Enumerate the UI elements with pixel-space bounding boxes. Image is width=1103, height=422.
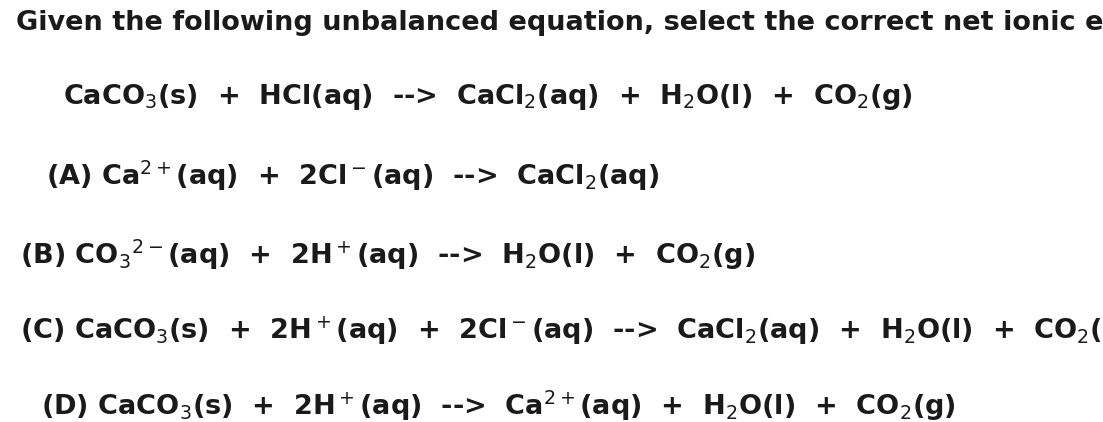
Text: (C) CaCO$_3$(s)  +  2H$^+$(aq)  +  2Cl$^-$(aq)  -->  CaCl$_2$(aq)  +  H$_2$O(l) : (C) CaCO$_3$(s) + 2H$^+$(aq) + 2Cl$^-$(a…: [20, 315, 1103, 347]
Text: (A) Ca$^{2+}$(aq)  +  2Cl$^-$(aq)  -->  CaCl$_2$(aq): (A) Ca$^{2+}$(aq) + 2Cl$^-$(aq) --> CaCl…: [45, 159, 658, 193]
Text: CaCO$_3$(s)  +  HCl(aq)  -->  CaCl$_2$(aq)  +  H$_2$O(l)  +  CO$_2$(g): CaCO$_3$(s) + HCl(aq) --> CaCl$_2$(aq) +…: [63, 82, 913, 112]
Text: (D) CaCO$_3$(s)  +  2H$^+$(aq)  -->  Ca$^{2+}$(aq)  +  H$_2$O(l)  +  CO$_2$(g): (D) CaCO$_3$(s) + 2H$^+$(aq) --> Ca$^{2+…: [41, 388, 956, 422]
Text: Given the following unbalanced equation, select the correct net ionic equation.: Given the following unbalanced equation,…: [17, 11, 1103, 36]
Text: (B) CO$_3$$^{2-}$(aq)  +  2H$^+$(aq)  -->  H$_2$O(l)  +  CO$_2$(g): (B) CO$_3$$^{2-}$(aq) + 2H$^+$(aq) --> H…: [20, 237, 754, 272]
